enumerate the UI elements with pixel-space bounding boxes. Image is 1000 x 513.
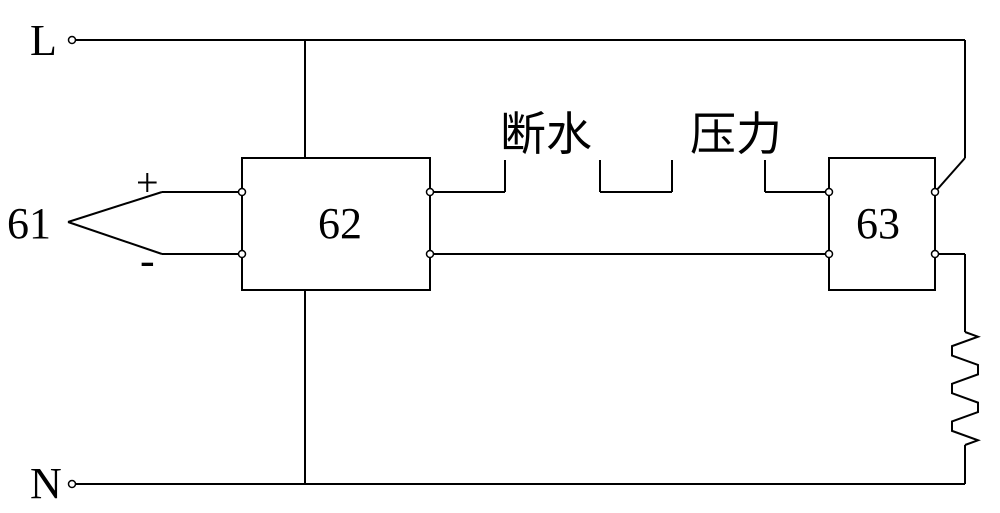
label-switch1: 断水 <box>500 98 592 164</box>
label-L: L <box>30 15 57 66</box>
label-plus: + <box>136 159 159 206</box>
circuit-diagram: L N + - 61 62 63 断水 压力 <box>0 0 1000 513</box>
label-minus: - <box>140 235 155 286</box>
label-ref61: 61 <box>7 198 51 249</box>
label-N: N <box>30 458 62 509</box>
label-switch2: 压力 <box>690 98 782 164</box>
label-ref63: 63 <box>856 198 900 249</box>
label-ref62: 62 <box>318 198 362 249</box>
